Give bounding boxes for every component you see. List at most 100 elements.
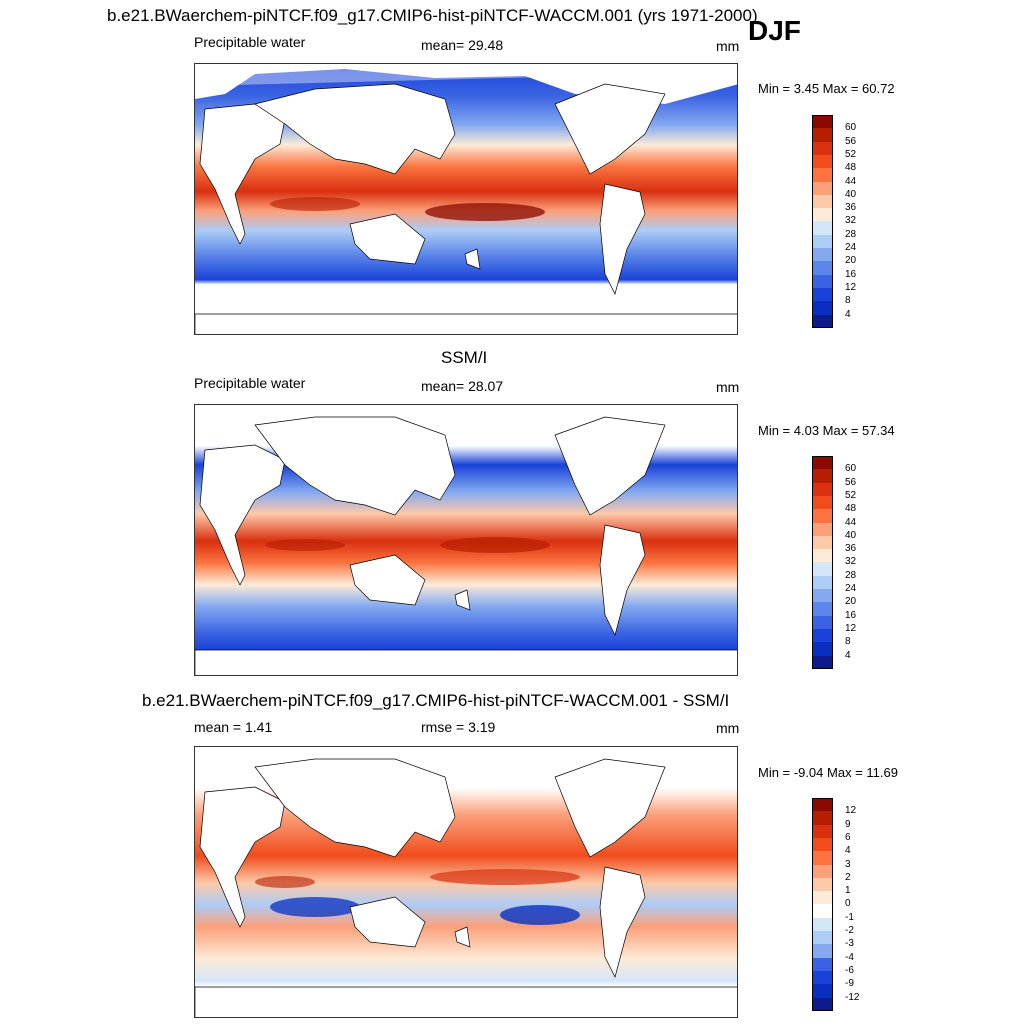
panel-2-minmax: Min = 4.03 Max = 57.34	[758, 423, 895, 438]
colorbar-swatch	[812, 208, 833, 222]
colorbar-swatch	[812, 931, 833, 945]
colorbar-label: 36	[845, 543, 857, 555]
colorbar-label: 0	[845, 898, 851, 910]
colorbar-label: 24	[845, 583, 857, 594]
colorbar-label: 32	[845, 556, 857, 568]
colorbar-label: -9	[845, 978, 854, 990]
colorbar-label: 52	[845, 489, 857, 501]
colorbar-swatch	[812, 997, 833, 1012]
panel-1-left-label: Precipitable water	[194, 34, 306, 50]
panel-3-title: b.e21.BWaerchem-piNTCF.f09_g17.CMIP6-his…	[142, 691, 730, 710]
colorbar-swatch	[812, 851, 833, 865]
colorbar-label: 2	[845, 871, 851, 883]
colorbar-swatch	[812, 522, 833, 537]
colorbar-label: 60	[845, 463, 857, 475]
panel-2-left-label: Precipitable water	[194, 375, 306, 391]
colorbar-swatch	[812, 970, 833, 985]
colorbar-label: 3	[845, 858, 851, 870]
colorbar-label: 44	[845, 516, 857, 528]
panel-3-center-label: rmse = 3.19	[421, 719, 496, 735]
colorbar-label: 9	[845, 818, 851, 830]
panel-3-map-field	[195, 747, 737, 1017]
colorbar-label: -6	[845, 964, 854, 976]
colorbar-label: 24	[845, 242, 857, 253]
colorbar-swatch	[812, 602, 833, 617]
colorbar-swatch	[812, 535, 833, 550]
colorbar-label: 28	[845, 228, 857, 240]
colorbar-label: 4	[845, 845, 851, 857]
colorbar-swatch	[812, 957, 833, 972]
colorbar-swatch	[812, 154, 833, 169]
colorbar-swatch	[812, 877, 833, 892]
colorbar-swatch	[812, 944, 833, 959]
panel-1-units: mm	[716, 38, 740, 54]
colorbar-swatch	[812, 301, 833, 315]
colorbar-swatch	[812, 128, 833, 143]
colorbar-swatch	[812, 261, 833, 276]
panel-3-units: mm	[716, 720, 740, 736]
colorbar-label: 36	[845, 202, 857, 214]
colorbar-label: 48	[845, 162, 857, 174]
colorbar-swatch	[812, 628, 833, 643]
colorbar-label: 44	[845, 175, 857, 187]
panel-1-center-label: mean= 29.48	[421, 37, 504, 53]
colorbar-swatch	[812, 194, 833, 209]
colorbar-label: 8	[845, 636, 851, 648]
colorbar-label: 40	[845, 188, 857, 200]
colorbar-label: 28	[845, 569, 857, 581]
colorbar-swatch	[812, 824, 833, 839]
colorbar-swatch	[812, 549, 833, 563]
colorbar-label: 40	[845, 529, 857, 541]
colorbar-label: 6	[845, 831, 851, 843]
colorbar-swatch	[812, 575, 833, 590]
colorbar-label: 4	[845, 649, 851, 661]
colorbar-label: -4	[845, 951, 854, 963]
colorbar-swatch	[812, 495, 833, 510]
colorbar-label: 12	[845, 281, 857, 293]
colorbar-swatch	[812, 509, 833, 523]
colorbar-swatch	[812, 248, 833, 262]
panel-3-minmax: Min = -9.04 Max = 11.69	[758, 765, 898, 780]
panel-3-left-label: mean = 1.41	[194, 719, 273, 735]
colorbar-label: -12	[845, 991, 860, 1003]
panel-1-map-field	[195, 64, 737, 334]
colorbar-swatch	[812, 181, 833, 196]
panel-3-map	[194, 746, 738, 1018]
panel-2-units: mm	[716, 379, 740, 395]
colorbar-swatch	[812, 287, 833, 302]
season-label: DJF	[748, 15, 801, 46]
colorbar-label: 32	[845, 215, 857, 227]
colorbar-swatch	[812, 891, 833, 905]
colorbar-label: 56	[845, 476, 857, 488]
colorbar-swatch	[812, 811, 833, 826]
colorbar-swatch	[812, 589, 833, 603]
colorbar-label: 20	[845, 596, 857, 608]
colorbar-label: 12	[845, 622, 857, 634]
colorbar-swatch	[812, 456, 833, 470]
colorbar-swatch	[812, 141, 833, 156]
colorbar-label: 16	[845, 609, 857, 621]
colorbar-swatch	[812, 904, 833, 919]
colorbar-label: -2	[845, 925, 854, 936]
panel-2-title: SSM/I	[441, 348, 488, 367]
colorbar-swatch	[812, 234, 833, 249]
colorbar-swatch	[812, 642, 833, 656]
colorbar-swatch	[812, 274, 833, 289]
panel-1-title: b.e21.BWaerchem-piNTCF.f09_g17.CMIP6-his…	[107, 6, 758, 25]
colorbar-label: 12	[845, 805, 857, 817]
colorbar-swatch	[812, 837, 833, 852]
colorbar-label: 60	[845, 122, 857, 134]
panel-1-minmax: Min = 3.45 Max = 60.72	[758, 81, 895, 96]
colorbar-swatch	[812, 655, 833, 670]
colorbar-swatch	[812, 482, 833, 497]
colorbar-swatch	[812, 221, 833, 236]
colorbar-label: 4	[845, 308, 851, 320]
colorbar-label: 20	[845, 255, 857, 267]
colorbar-swatch	[812, 798, 833, 812]
colorbar-swatch	[812, 168, 833, 182]
colorbar-swatch	[812, 115, 833, 129]
colorbar-swatch	[812, 917, 833, 932]
panel-2-center-label: mean= 28.07	[421, 378, 504, 394]
colorbar-swatch	[812, 864, 833, 879]
colorbar-label: -3	[845, 938, 854, 950]
